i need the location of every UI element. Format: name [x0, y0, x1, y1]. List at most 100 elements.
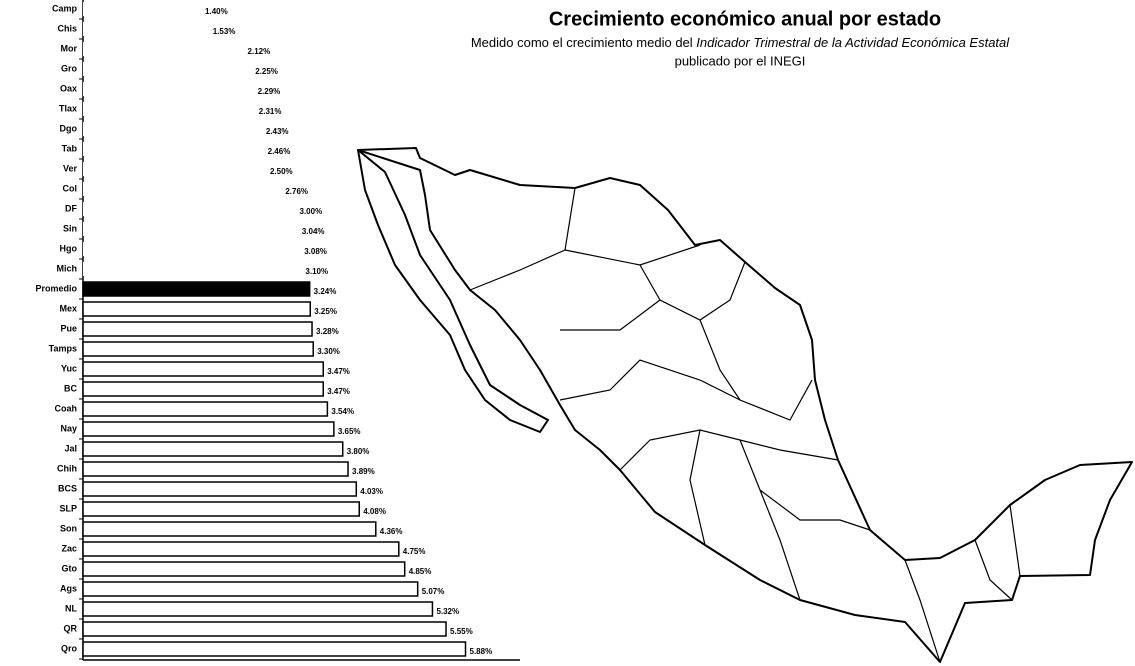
- y-tick-label: Oax: [60, 83, 77, 93]
- data-label: 4.75%: [403, 547, 426, 556]
- y-tick-label: Mex: [59, 303, 77, 313]
- bar: [83, 122, 262, 136]
- bar: [83, 62, 252, 76]
- bar: [83, 22, 209, 36]
- data-label: 3.47%: [327, 367, 350, 376]
- y-tick-label: Ver: [63, 163, 78, 173]
- bar: [82, 281, 311, 297]
- y-tick-label: DF: [65, 203, 77, 213]
- y-tick-label: Son: [60, 523, 77, 533]
- data-label: 3.00%: [300, 207, 323, 216]
- y-tick-label: Qro: [61, 643, 78, 653]
- bar: [82, 361, 324, 377]
- y-tick-label: Camp: [52, 3, 78, 13]
- data-label: 4.85%: [409, 567, 432, 576]
- data-label: 3.28%: [316, 327, 339, 336]
- y-tick-label: Gro: [61, 63, 78, 73]
- data-label: 3.80%: [347, 447, 370, 456]
- bar: [83, 42, 244, 56]
- data-label: 2.50%: [270, 167, 293, 176]
- y-tick-label: Zac: [61, 543, 77, 553]
- y-tick-label: Sin: [63, 223, 77, 233]
- y-tick-label: NL: [65, 603, 77, 613]
- bar: [82, 601, 434, 617]
- data-label: 3.25%: [314, 307, 337, 316]
- bar: [82, 401, 329, 417]
- data-label: 2.43%: [266, 127, 289, 136]
- data-label: 5.32%: [436, 607, 459, 616]
- y-tick-label: Pue: [60, 323, 77, 333]
- data-label: 3.10%: [305, 267, 328, 276]
- y-tick-label: Dgo: [60, 123, 78, 133]
- bar: [82, 581, 419, 597]
- y-tick-label: Coah: [55, 403, 78, 413]
- y-tick-label: Ags: [60, 583, 77, 593]
- bar: [82, 501, 360, 517]
- bar: [82, 641, 467, 657]
- bar: [83, 162, 266, 176]
- bar: [83, 2, 202, 16]
- data-label: 5.55%: [450, 627, 473, 636]
- data-label: 2.76%: [285, 187, 308, 196]
- data-label: 5.07%: [422, 587, 445, 596]
- bar: [83, 222, 298, 236]
- data-label: 4.36%: [380, 527, 403, 536]
- bar: [83, 142, 264, 156]
- bar: [82, 321, 313, 337]
- y-tick-label: Mor: [61, 43, 78, 53]
- y-tick-label: Yuc: [61, 363, 77, 373]
- data-label: 3.65%: [338, 427, 361, 436]
- bar: [82, 481, 358, 497]
- data-label: 3.04%: [302, 227, 325, 236]
- data-label: 2.46%: [268, 147, 291, 156]
- data-label: 4.08%: [363, 507, 386, 516]
- y-tick-label: Tlax: [59, 103, 77, 113]
- y-tick-label: Mich: [56, 263, 77, 273]
- bar: [83, 102, 255, 116]
- data-label: 2.31%: [259, 107, 282, 116]
- bar: [83, 82, 254, 96]
- y-tick-label: Tamps: [49, 343, 77, 353]
- data-label: 2.12%: [248, 47, 271, 56]
- data-label: 3.30%: [317, 347, 340, 356]
- bar: [82, 301, 312, 317]
- chart-subtitle: Medido como el crecimiento medio del Ind…: [471, 35, 1010, 50]
- y-tick-label: Chis: [57, 23, 77, 33]
- data-label: 3.08%: [304, 247, 327, 256]
- bar: [83, 202, 296, 216]
- data-label: 4.03%: [360, 487, 383, 496]
- data-label: 3.54%: [331, 407, 354, 416]
- bar: [82, 521, 377, 537]
- bar: [82, 541, 400, 557]
- bar: [82, 381, 324, 397]
- data-label: 1.53%: [213, 27, 236, 36]
- bar: [82, 341, 314, 357]
- y-tick-label: Gto: [62, 563, 78, 573]
- bar: [83, 242, 301, 256]
- data-label: 2.25%: [255, 67, 278, 76]
- data-label: 5.88%: [470, 647, 493, 656]
- bar: [82, 441, 344, 457]
- chart-title: Crecimiento económico anual por estado: [549, 8, 941, 30]
- bar: [82, 561, 406, 577]
- data-label: 1.40%: [205, 7, 228, 16]
- bar: [83, 262, 302, 276]
- y-tick-label: Nay: [60, 423, 77, 433]
- y-tick-label: SLP: [59, 503, 77, 513]
- y-tick-label: Chih: [57, 463, 77, 473]
- y-tick-label: Col: [63, 183, 78, 193]
- y-tick-label: Tab: [62, 143, 78, 153]
- map: [357, 147, 1133, 663]
- bar: [82, 461, 349, 477]
- data-label: 3.24%: [314, 287, 337, 296]
- y-tick-label: Hgo: [60, 243, 78, 253]
- data-label: 2.29%: [258, 87, 281, 96]
- bar: [82, 421, 335, 437]
- y-tick-label: BC: [64, 383, 77, 393]
- y-tick-label: Promedio: [35, 283, 77, 293]
- chart-subtitle: publicado por el INEGI: [675, 53, 806, 68]
- y-tick-label: BCS: [58, 483, 77, 493]
- data-label: 3.89%: [352, 467, 375, 476]
- bar: [82, 621, 447, 637]
